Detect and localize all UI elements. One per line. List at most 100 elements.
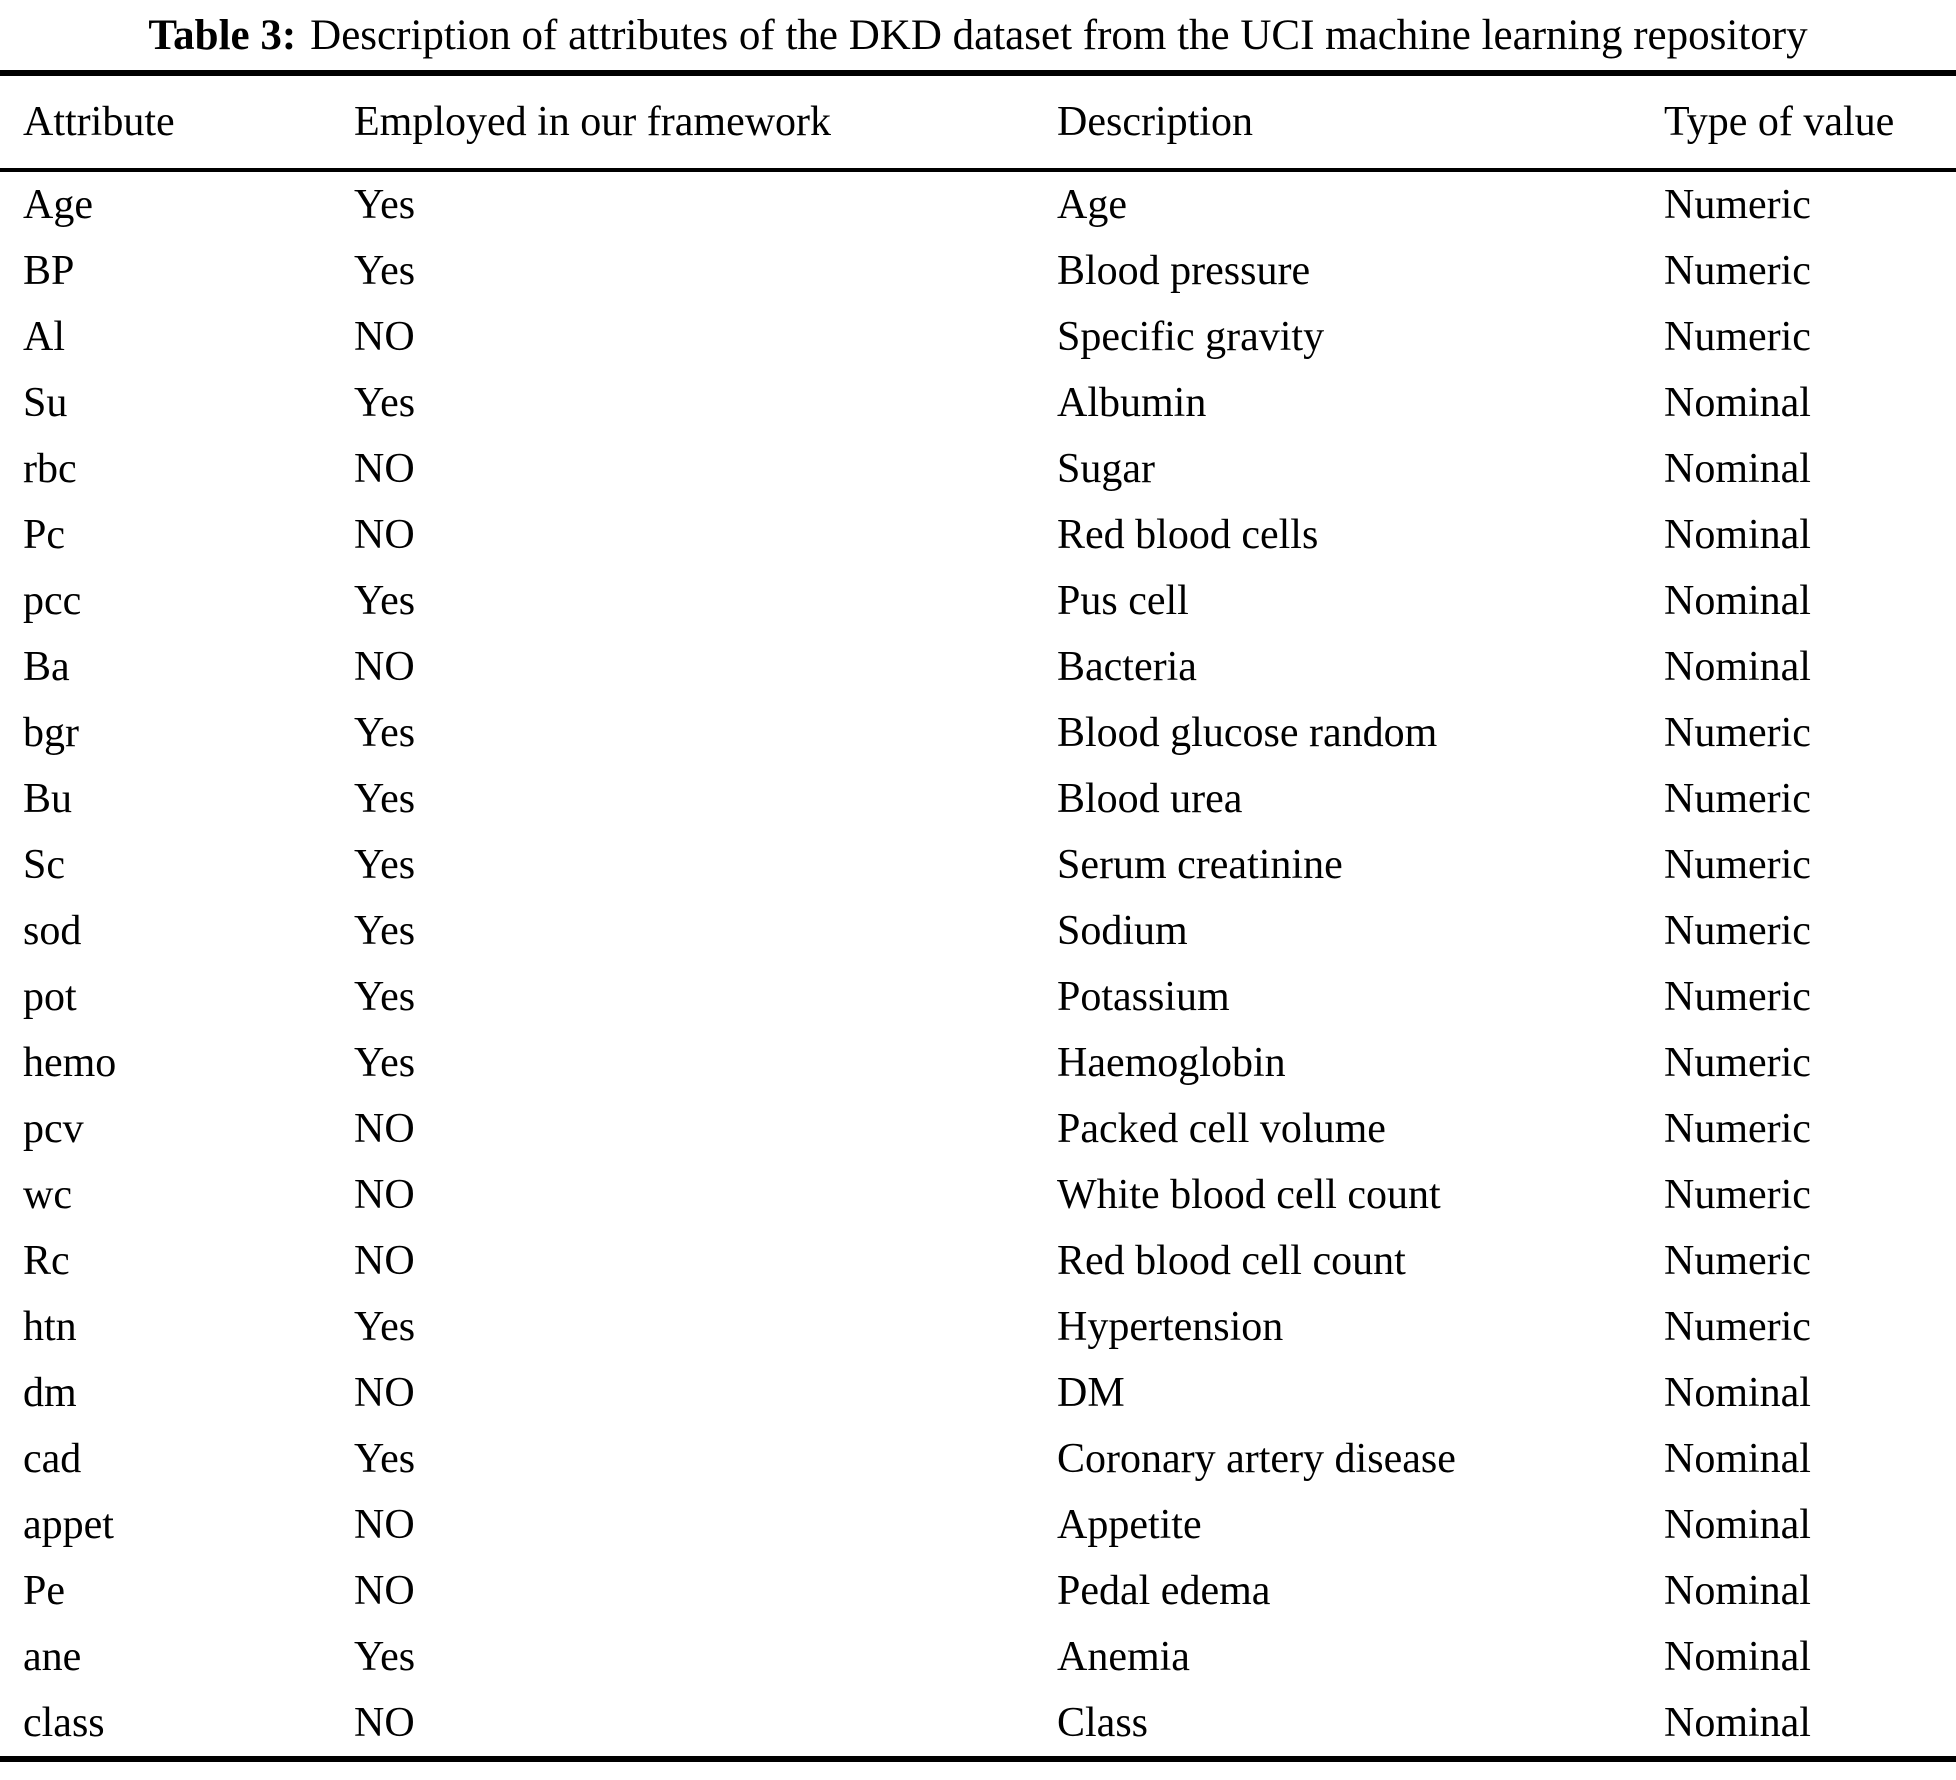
table-row: Pe NO Pedal edema Nominal (0, 1558, 1956, 1624)
description-cell: Sodium (1057, 908, 1188, 954)
table-row: bgr Yes Blood glucose random Numeric (0, 700, 1956, 766)
employed-cell: NO (354, 1106, 415, 1152)
description-cell: Anemia (1057, 1634, 1190, 1680)
attribute-cell: wc (23, 1172, 72, 1218)
type-cell: Nominal (1664, 512, 1811, 558)
attribute-cell: BP (23, 248, 75, 294)
table-row: Al NO Specific gravity Numeric (0, 304, 1956, 370)
type-cell: Nominal (1664, 446, 1811, 492)
table-row: cad Yes Coronary artery disease Nominal (0, 1426, 1956, 1492)
employed-cell: Yes (354, 710, 416, 756)
employed-cell: NO (354, 446, 415, 492)
table-row: Su Yes Albumin Nominal (0, 370, 1956, 436)
attribute-cell: Pe (23, 1568, 65, 1614)
attribute-cell: Age (23, 182, 93, 228)
type-cell: Numeric (1664, 1238, 1811, 1284)
employed-cell: NO (354, 1370, 415, 1416)
header-row: Attribute Employed in our framework Desc… (0, 73, 1956, 172)
employed-cell: Yes (354, 248, 416, 294)
description-cell: Specific gravity (1057, 314, 1325, 360)
table-row: pcv NO Packed cell volume Numeric (0, 1096, 1956, 1162)
attribute-cell: rbc (23, 446, 77, 492)
attribute-cell: pcc (23, 578, 82, 624)
employed-cell: Yes (354, 380, 416, 426)
employed-cell: Yes (354, 842, 416, 888)
description-cell: Haemoglobin (1057, 1040, 1286, 1086)
table-row: rbc NO Sugar Nominal (0, 436, 1956, 502)
table-row: Rc NO Red blood cell count Numeric (0, 1228, 1956, 1294)
employed-cell: NO (354, 314, 415, 360)
description-cell: Blood pressure (1057, 248, 1311, 294)
employed-cell: Yes (354, 578, 416, 624)
attribute-cell: Rc (23, 1238, 70, 1284)
employed-cell: NO (354, 1568, 415, 1614)
type-cell: Numeric (1664, 974, 1811, 1020)
employed-cell: Yes (354, 776, 416, 822)
description-cell: Blood urea (1057, 776, 1243, 822)
type-cell: Nominal (1664, 1700, 1811, 1746)
type-cell: Numeric (1664, 1040, 1811, 1086)
employed-cell: NO (354, 1172, 415, 1218)
type-cell: Nominal (1664, 578, 1811, 624)
type-cell: Nominal (1664, 1634, 1811, 1680)
type-cell: Nominal (1664, 1568, 1811, 1614)
employed-cell: Yes (354, 182, 416, 228)
type-cell: Nominal (1664, 1436, 1811, 1482)
table-caption: Table 3: Description of attributes of th… (0, 0, 1956, 70)
table-row: pcc Yes Pus cell Nominal (0, 568, 1956, 634)
type-cell: Numeric (1664, 248, 1811, 294)
description-cell: Class (1057, 1700, 1149, 1746)
attribute-cell: Pc (23, 512, 65, 558)
table-row: dm NO DM Nominal (0, 1360, 1956, 1426)
type-cell: Numeric (1664, 776, 1811, 822)
table-row: hemo Yes Haemoglobin Numeric (0, 1030, 1956, 1096)
employed-cell: Yes (354, 1304, 416, 1350)
type-cell: Numeric (1664, 908, 1811, 954)
employed-cell: NO (354, 1238, 415, 1284)
attribute-cell: dm (23, 1370, 77, 1416)
description-cell: Serum creatinine (1057, 842, 1343, 888)
type-cell: Numeric (1664, 842, 1811, 888)
attribute-cell: htn (23, 1304, 77, 1350)
table-row: Ba NO Bacteria Nominal (0, 634, 1956, 700)
description-cell: Appetite (1057, 1502, 1202, 1548)
employed-cell: Yes (354, 974, 416, 1020)
column-header-description: Description (1057, 73, 1664, 172)
table-row: BP Yes Blood pressure Numeric (0, 238, 1956, 304)
attribute-cell: pot (23, 974, 77, 1020)
description-cell: Blood glucose random (1057, 710, 1438, 756)
table-row: wc NO White blood cell count Numeric (0, 1162, 1956, 1228)
attribute-cell: Bu (23, 776, 73, 822)
table-header: Attribute Employed in our framework Desc… (0, 73, 1956, 172)
attribute-cell: class (23, 1700, 105, 1746)
attribute-cell: Su (23, 380, 68, 426)
employed-cell: Yes (354, 1436, 416, 1482)
employed-cell: NO (354, 1502, 415, 1548)
description-cell: DM (1057, 1370, 1125, 1416)
type-cell: Numeric (1664, 1106, 1811, 1152)
attribute-cell: cad (23, 1436, 82, 1482)
description-cell: Coronary artery disease (1057, 1436, 1456, 1482)
table-row: Age Yes Age Numeric (0, 170, 1956, 238)
column-header-type: Type of value (1664, 73, 1956, 172)
table-row: appet NO Appetite Nominal (0, 1492, 1956, 1558)
employed-cell: Yes (354, 1040, 416, 1086)
attributes-table: Attribute Employed in our framework Desc… (0, 70, 1956, 1762)
attribute-cell: ane (23, 1634, 82, 1680)
description-cell: Hypertension (1057, 1304, 1284, 1350)
type-cell: Numeric (1664, 1172, 1811, 1218)
table-row: class NO Class Nominal (0, 1690, 1956, 1759)
table-caption-text: Description of attributes of the DKD dat… (310, 11, 1808, 59)
description-cell: Potassium (1057, 974, 1230, 1020)
description-cell: Sugar (1057, 446, 1155, 492)
table-row: Sc Yes Serum creatinine Numeric (0, 832, 1956, 898)
table-row: ane Yes Anemia Nominal (0, 1624, 1956, 1690)
attribute-cell: sod (23, 908, 82, 954)
description-cell: Pus cell (1057, 578, 1189, 624)
attribute-cell: pcv (23, 1106, 84, 1152)
type-cell: Nominal (1664, 1502, 1811, 1548)
type-cell: Numeric (1664, 314, 1811, 360)
employed-cell: Yes (354, 1634, 416, 1680)
employed-cell: NO (354, 512, 415, 558)
